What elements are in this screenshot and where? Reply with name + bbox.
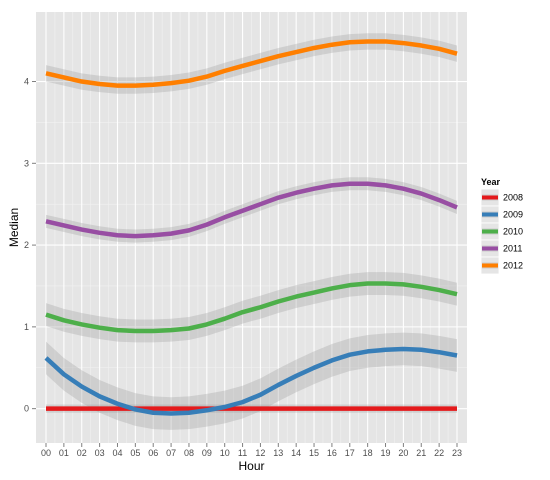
y-tick-label: 3 <box>24 158 29 168</box>
x-tick-label: 12 <box>255 448 265 458</box>
x-tick-label: 23 <box>452 448 462 458</box>
x-tick-label: 15 <box>309 448 319 458</box>
legend-label-2008: 2008 <box>503 193 523 203</box>
x-tick-label: 07 <box>166 448 176 458</box>
x-tick-label: 20 <box>398 448 408 458</box>
x-tick-label: 16 <box>327 448 337 458</box>
series-line-2011 <box>45 181 458 239</box>
x-tick-label: 08 <box>184 448 194 458</box>
legend-label-2012: 2012 <box>503 261 523 271</box>
x-tick-label: 03 <box>95 448 105 458</box>
x-tick-label: 09 <box>202 448 212 458</box>
y-axis-title: Median <box>7 208 21 247</box>
x-tick-label: 21 <box>416 448 426 458</box>
y-tick-label: 4 <box>24 77 29 87</box>
x-tick-label: 02 <box>77 448 87 458</box>
x-tick-label: 04 <box>112 448 122 458</box>
band-2009 <box>46 332 457 430</box>
x-tick-label: 19 <box>381 448 391 458</box>
x-tick-label: 05 <box>130 448 140 458</box>
legend-label-2010: 2010 <box>503 227 523 237</box>
legend-label-2011: 2011 <box>503 244 522 254</box>
legend-title: Year <box>481 177 501 187</box>
x-tick-label: 14 <box>291 448 301 458</box>
x-tick-label: 22 <box>434 448 444 458</box>
band-2011 <box>46 177 457 243</box>
x-tick-label: 06 <box>148 448 158 458</box>
legend: Year 2008 2009 2010 2011 2012 <box>480 177 523 275</box>
series-lines <box>44 39 458 416</box>
y-tick-label: 1 <box>24 322 29 332</box>
x-axis-ticks: 00 01 02 03 04 05 06 07 08 09 10 11 12 13 14 15 16 17 18 19… <box>41 443 462 458</box>
x-tick-label: 00 <box>41 448 51 458</box>
x-tick-label: 17 <box>345 448 355 458</box>
series-line-2012 <box>45 39 458 88</box>
series-line-2010 <box>45 281 458 334</box>
y-tick-label: 0 <box>24 404 29 414</box>
y-tick-label: 2 <box>24 240 29 250</box>
x-tick-label: 11 <box>238 448 247 458</box>
series-line-2009 <box>44 346 458 416</box>
x-tick-label: 10 <box>220 448 230 458</box>
x-axis-title: Hour <box>238 459 264 473</box>
x-tick-label: 01 <box>59 448 69 458</box>
x-tick-label: 13 <box>273 448 283 458</box>
x-tick-label: 18 <box>363 448 373 458</box>
band-2010 <box>46 272 457 343</box>
legend-label-2009: 2009 <box>503 210 523 220</box>
y-axis-ticks: 0 1 2 3 4 <box>24 77 36 414</box>
